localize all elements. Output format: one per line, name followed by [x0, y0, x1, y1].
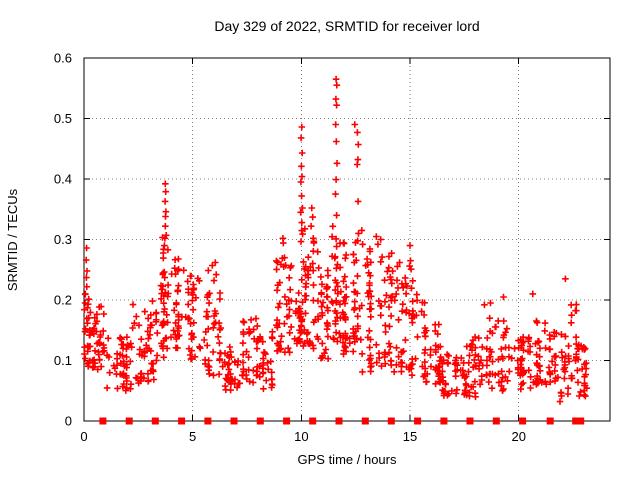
chart-title: Day 329 of 2022, SRMTID for receiver lor… — [214, 18, 479, 34]
scatter-points — [81, 75, 591, 405]
x-tick-label: 20 — [511, 429, 525, 444]
zero-marker-square — [335, 417, 343, 425]
zero-marker-square — [309, 417, 317, 425]
y-tick-label: 0.4 — [54, 172, 72, 187]
zero-marker-square — [466, 417, 474, 425]
zero-marker-square — [204, 417, 212, 425]
zero-marker-square — [230, 417, 238, 425]
y-tick-label: 0.6 — [54, 51, 72, 66]
zero-marker-square — [577, 417, 585, 425]
zero-marker-square — [283, 417, 291, 425]
x-tick-label: 15 — [403, 429, 417, 444]
zero-marker-square — [125, 417, 133, 425]
zero-marker-square — [151, 417, 159, 425]
y-tick-label: 0 — [65, 414, 72, 429]
zero-marker-square — [492, 417, 500, 425]
x-tick-label: 5 — [189, 429, 196, 444]
zero-marker-square — [519, 417, 527, 425]
zero-marker-square — [99, 417, 107, 425]
zero-marker-square — [387, 417, 395, 425]
zero-marker-square — [256, 417, 264, 425]
zero-marker-square — [440, 417, 448, 425]
x-tick-label: 10 — [294, 429, 308, 444]
y-axis-label: SRMTID / TECUs — [5, 188, 20, 291]
chart-layer: 0 5 10 15 20 0 0.1 0.2 0.3 0.4 0.5 0.6 — [54, 51, 611, 444]
y-tick-label: 0.3 — [54, 232, 72, 247]
zero-marker-square — [546, 417, 554, 425]
zero-marker-square — [178, 417, 186, 425]
x-tick-label: 0 — [80, 429, 87, 444]
zero-marker-square — [414, 417, 422, 425]
y-tick-label: 0.5 — [54, 111, 72, 126]
y-tick-label: 0.1 — [54, 353, 72, 368]
y-tick-label: 0.2 — [54, 293, 72, 308]
x-axis-label: GPS time / hours — [298, 452, 397, 467]
zero-marker-square — [361, 417, 369, 425]
